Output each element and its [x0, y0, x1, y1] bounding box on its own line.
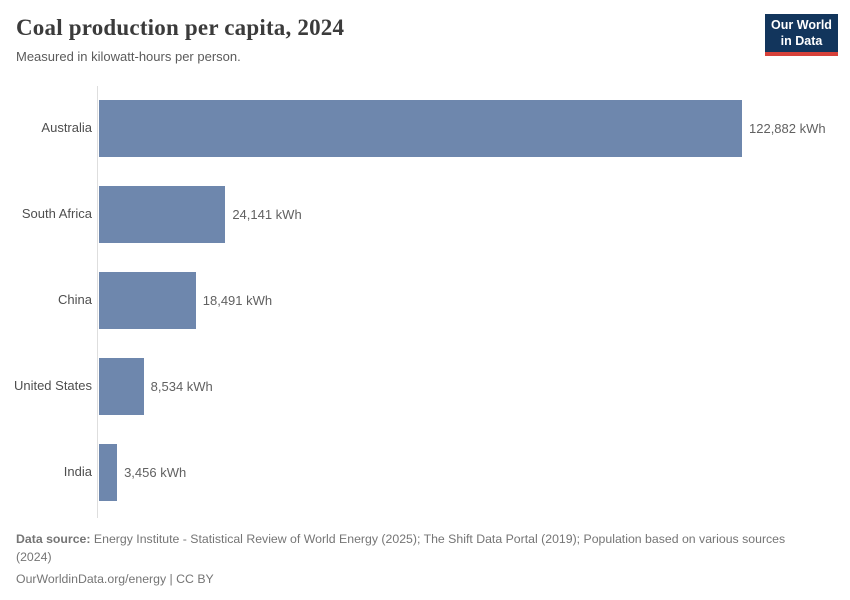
source-text: Energy Institute - Statistical Review of…: [16, 532, 786, 564]
bar-track: 122,882 kWh: [97, 85, 850, 171]
bar[interactable]: [99, 271, 196, 329]
chart-title: Coal production per capita, 2024: [16, 15, 345, 40]
source-line: Data source: Energy Institute - Statisti…: [16, 531, 816, 567]
title-block: Coal production per capita, 2024 Measure…: [16, 14, 344, 65]
bar-row: South Africa 24,141 kWh: [0, 171, 850, 257]
category-label: China: [58, 292, 92, 308]
bar[interactable]: [99, 185, 226, 243]
y-axis-line: [97, 86, 98, 518]
source-label: Data source:: [16, 532, 91, 546]
category-label: United States: [13, 378, 92, 394]
value-label: 122,882 kWh: [749, 120, 826, 136]
footer-link[interactable]: OurWorldinData.org/energy | CC BY: [16, 571, 214, 586]
bar-track: 24,141 kWh: [97, 171, 850, 257]
category-label: India: [63, 464, 92, 480]
bar[interactable]: [99, 357, 144, 415]
owid-logo-line1: Our World: [771, 18, 832, 32]
chart-header: Coal production per capita, 2024 Measure…: [16, 14, 838, 65]
bar-row: China 18,491 kWh: [0, 257, 850, 343]
chart-footer: Data source: Energy Institute - Statisti…: [16, 531, 816, 588]
value-label: 24,141 kWh: [232, 206, 302, 222]
bar[interactable]: [99, 99, 742, 157]
chart-subtitle: Measured in kilowatt-hours per person.: [16, 48, 241, 64]
value-label: 8,534 kWh: [150, 378, 213, 394]
category-label: South Africa: [21, 206, 92, 222]
bar-row: Australia 122,882 kWh: [0, 85, 850, 171]
bar[interactable]: [99, 443, 118, 501]
bar-track: 8,534 kWh: [97, 343, 850, 429]
value-label: 3,456 kWh: [124, 464, 187, 480]
bar-rows: Australia 122,882 kWh South Africa 24,141 k…: [0, 85, 850, 515]
bar-row: India 3,456 kWh: [0, 429, 850, 515]
owid-logo-line2: in Data: [780, 33, 823, 48]
category-label: Australia: [41, 120, 92, 136]
bar-chart: Australia 122,882 kWh South Africa 24,141 k…: [0, 85, 850, 518]
bar-track: 18,491 kWh: [97, 257, 850, 343]
bar-row: United States 8,534 kWh: [0, 343, 850, 429]
value-label: 18,491 kWh: [202, 292, 273, 308]
bar-track: 3,456 kWh: [97, 429, 850, 515]
owid-logo[interactable]: Our World in Data: [765, 14, 838, 57]
